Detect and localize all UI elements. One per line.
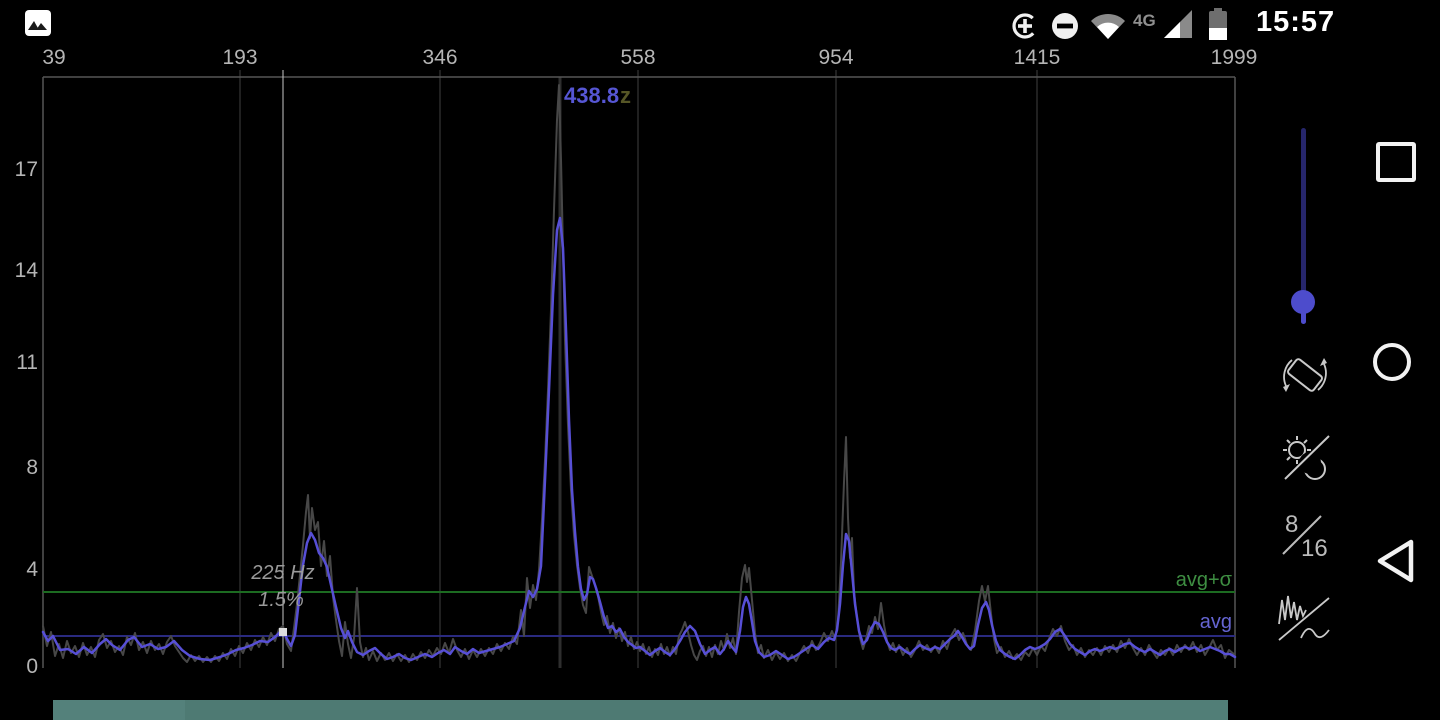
bottom-bar-segment	[185, 700, 1100, 720]
bit-depth-bottom: 16	[1301, 535, 1328, 560]
level-slider-track[interactable]	[1301, 128, 1306, 324]
network-type-label: 4G	[1133, 11, 1156, 30]
x-axis-tick-label: 39	[42, 46, 66, 69]
x-axis-tick-label: 193	[222, 46, 258, 69]
home-button[interactable]	[1373, 343, 1411, 381]
avg-label: avg	[1199, 611, 1232, 633]
x-axis-tick-label: 954	[818, 46, 854, 69]
y-axis-tick-label: 11	[16, 351, 38, 374]
bit-depth-top: 8	[1285, 511, 1298, 538]
y-axis-tick-label: 0	[26, 655, 38, 678]
cursor-frequency-label: 225 Hz	[251, 562, 315, 584]
waveform-smoothing-icon[interactable]	[1275, 588, 1333, 644]
y-axis-tick-label: 17	[14, 158, 38, 181]
do-not-disturb-icon	[1052, 13, 1078, 39]
avg-plus-sigma-label: avg+σ	[1175, 569, 1232, 591]
wifi-icon	[1091, 13, 1125, 39]
y-axis-tick-label: 8	[26, 456, 38, 479]
peak-frequency-value: 438.8	[564, 83, 620, 108]
smoothed-spectrum-line	[41, 216, 1237, 662]
status-bar: 4G 15:57	[0, 0, 1440, 48]
bit-depth-8-16-icon[interactable]: 8 16	[1281, 508, 1333, 560]
y-axis-tick-label: 14	[14, 259, 38, 282]
level-slider-thumb[interactable]	[1291, 290, 1315, 314]
data-saver-icon	[1012, 13, 1038, 39]
recents-button[interactable]	[1376, 142, 1416, 182]
peak-frequency-label: 438.8Hz	[564, 83, 631, 109]
x-axis-tick-label: 346	[422, 46, 458, 69]
back-button[interactable]	[1374, 538, 1416, 584]
x-axis-tick-label: 1999	[1210, 46, 1258, 69]
day-night-toggle-icon[interactable]	[1277, 428, 1335, 486]
cursor-level-label: 1.5%	[258, 589, 304, 611]
x-axis-tick-label: 1415	[1013, 46, 1061, 69]
y-axis-tick-label: 4	[26, 558, 38, 581]
battery-icon	[1209, 8, 1227, 40]
rotate-screen-icon[interactable]	[1276, 346, 1334, 404]
bottom-bar-segment	[53, 700, 185, 720]
clock: 15:57	[1256, 6, 1336, 38]
raw-spectrum-line	[42, 84, 1236, 663]
bottom-bar-segment	[1100, 700, 1228, 720]
cursor-marker	[279, 628, 287, 636]
screenshot-thumbnail-icon	[25, 10, 51, 36]
cell-signal-icon	[1164, 10, 1192, 38]
x-axis-tick-label: 558	[620, 46, 656, 69]
